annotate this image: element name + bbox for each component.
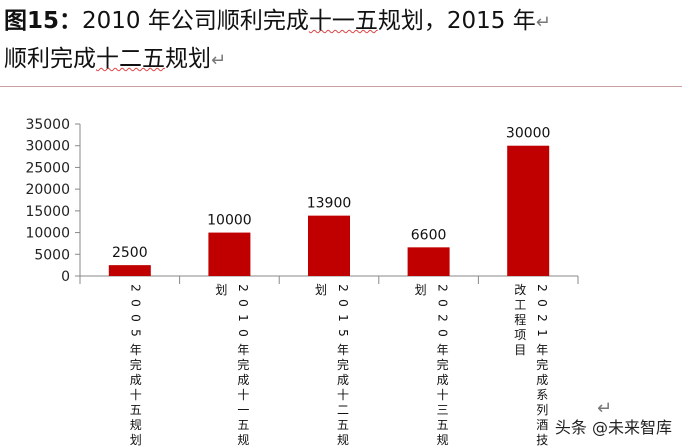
x-tick-label: 2 — [535, 284, 549, 292]
title-text-1: 2010 年公司顺利完成 — [82, 8, 309, 34]
x-tick-label: 五 — [130, 403, 142, 417]
x-tick-label: 2 — [129, 284, 143, 292]
y-tick-label: 5000 — [34, 247, 70, 263]
y-tick-label: 20000 — [25, 182, 70, 198]
x-tick-label: 1 — [336, 314, 350, 322]
bar — [407, 247, 450, 276]
x-tick-label: 年 — [337, 343, 349, 357]
x-tick-label: 0 — [236, 329, 250, 337]
y-tick-label: 10000 — [25, 226, 70, 242]
x-tick-label: 成 — [237, 373, 249, 387]
x-tick-label: 成 — [130, 373, 142, 387]
x-tick-label: 划 — [415, 283, 427, 297]
y-tick-label: 35000 — [25, 117, 70, 133]
y-tick-label: 0 — [61, 269, 70, 285]
return-mark-icon: ↵ — [535, 12, 551, 33]
x-tick-label: 年 — [237, 343, 249, 357]
bar — [507, 145, 550, 276]
x-tick-label: 三 — [437, 403, 449, 417]
x-tick-label: 划 — [315, 283, 327, 297]
x-tick-label: 五 — [337, 418, 349, 432]
data-label: 10000 — [207, 213, 252, 229]
data-label: 6600 — [411, 227, 447, 243]
x-tick-label: 成 — [437, 373, 449, 387]
x-tick-label: 一 — [237, 403, 249, 417]
y-tick-label: 30000 — [25, 139, 70, 155]
figure-number: 图15： — [4, 8, 83, 34]
x-tick-label: 划 — [130, 433, 142, 447]
x-tick-label: 划 — [215, 283, 227, 297]
x-tick-label: 完 — [536, 357, 548, 372]
y-tick-label: 25000 — [25, 160, 70, 176]
x-tick-label: 2 — [535, 314, 549, 322]
title-tail-2: 规划 — [165, 46, 211, 72]
x-tick-label: 0 — [336, 299, 350, 307]
data-label: 30000 — [506, 126, 551, 142]
figure-title-line-1: 图15：2010 年公司顺利完成十一五规划，2015 年↵ — [4, 6, 551, 38]
x-tick-label: 系 — [536, 388, 548, 402]
x-tick-label: 年 — [437, 343, 449, 357]
return-mark-icon: ↵ — [597, 398, 613, 419]
x-tick-label: 成 — [536, 373, 548, 387]
x-tick-label: 1 — [236, 314, 250, 322]
x-tick-label: 0 — [435, 299, 449, 307]
x-tick-label: 二 — [337, 403, 349, 417]
figure-title-line-2: 顺利完成十二五规划↵ — [4, 44, 226, 76]
title-divider — [0, 86, 682, 87]
title-underlined-1: 十一五 — [308, 8, 378, 34]
x-tick-label: 列 — [536, 403, 548, 417]
title-underlined-2: 十二五 — [96, 46, 165, 72]
x-tick-label: 规 — [437, 432, 449, 447]
x-tick-label: 酒 — [536, 418, 548, 432]
x-tick-label: 0 — [236, 299, 250, 307]
x-tick-label: 规 — [337, 432, 349, 447]
x-tick-label: 2 — [435, 284, 449, 292]
x-tick-label: 0 — [129, 314, 143, 322]
x-tick-label: 2 — [236, 284, 250, 292]
x-tick-label: 十 — [337, 388, 349, 402]
x-tick-label: 十 — [437, 388, 449, 402]
x-tick-label: 完 — [437, 357, 449, 372]
x-tick-label: 成 — [337, 373, 349, 387]
x-tick-label: 0 — [535, 299, 549, 307]
title-tail-1: 规划，2015 年 — [377, 8, 536, 34]
x-tick-label: 改 — [514, 283, 526, 297]
return-mark-icon: ↵ — [211, 50, 227, 71]
x-tick-label: 完 — [237, 357, 249, 372]
x-tick-label: 目 — [514, 343, 526, 357]
x-tick-label: 五 — [237, 418, 249, 432]
x-tick-label: 1 — [535, 329, 549, 337]
x-tick-label: 5 — [336, 329, 350, 337]
watermark: 头条 @未来智库 — [554, 418, 672, 437]
x-tick-label: 年 — [536, 343, 548, 357]
bar — [208, 232, 251, 276]
bar — [308, 215, 350, 276]
x-tick-label: 规 — [237, 432, 249, 447]
x-tick-label: 程 — [514, 312, 526, 327]
x-tick-label: 0 — [129, 299, 143, 307]
x-tick-label: 技 — [536, 433, 548, 447]
x-tick-label: 年 — [130, 343, 142, 357]
x-tick-label: 2 — [336, 284, 350, 292]
data-label: 2500 — [112, 245, 148, 261]
bar — [108, 265, 151, 276]
x-tick-label: 5 — [129, 329, 143, 337]
x-tick-label: 2 — [435, 314, 449, 322]
x-tick-label: 工 — [514, 298, 526, 312]
x-tick-label: 完 — [337, 357, 349, 372]
x-tick-label: 完 — [130, 357, 142, 372]
y-tick-label: 15000 — [25, 204, 70, 220]
x-tick-label: 五 — [437, 418, 449, 432]
x-tick-label: 项 — [514, 328, 526, 342]
x-tick-label: 规 — [130, 417, 142, 432]
x-tick-label: 十 — [130, 388, 142, 402]
x-tick-label: 十 — [237, 388, 249, 402]
data-label: 13900 — [307, 196, 352, 212]
x-tick-label: 0 — [435, 329, 449, 337]
title-text-2: 顺利完成 — [4, 46, 96, 72]
